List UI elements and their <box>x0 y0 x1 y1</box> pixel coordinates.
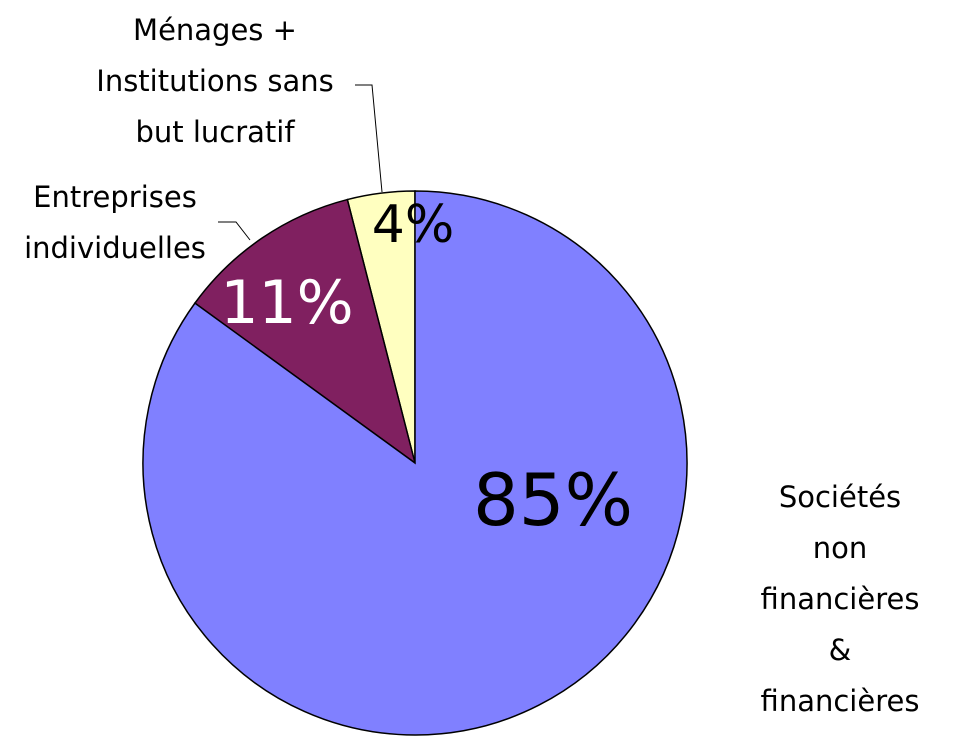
value-label: 4% <box>371 195 455 255</box>
pie-slice <box>193 198 417 465</box>
leader-line <box>355 84 383 193</box>
value-label: 11% <box>220 268 354 338</box>
category-label: Sociétés non financières & financières <box>760 480 920 718</box>
pie-slice <box>142 190 688 736</box>
leader-line <box>218 221 251 241</box>
category-label: Ménages + Institutions sans but lucratif <box>96 13 334 149</box>
value-label: 85% <box>472 458 634 542</box>
category-label: Entreprises individuelles <box>24 180 206 265</box>
